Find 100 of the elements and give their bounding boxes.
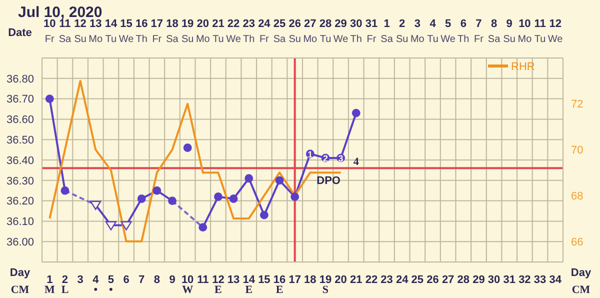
text: Day	[10, 267, 30, 279]
x2-tick-label: 25 Sa	[273, 18, 286, 45]
x-tick-label: 34	[549, 274, 562, 286]
x2-axis-title: Date	[8, 27, 32, 39]
x2-tick-label: 27 Mo	[303, 18, 318, 45]
point	[260, 210, 268, 220]
y-tick-label: 36.70	[6, 94, 34, 106]
y-tick-label: 36.00	[6, 236, 34, 249]
x-tick-label: 31	[503, 274, 516, 286]
point	[152, 186, 162, 195]
x2-tick-label: 28 Tu	[319, 18, 332, 45]
point	[352, 108, 360, 118]
point	[105, 221, 117, 230]
x-tick-label: 30	[488, 274, 500, 286]
y-tick-label: 36.30	[6, 175, 34, 188]
x-axis-title: Day	[570, 267, 592, 279]
x2-tick-label: 23 Th	[242, 18, 255, 45]
x-tick-label: 4	[92, 274, 100, 286]
x-tick-label: 29	[472, 274, 485, 286]
line-series	[48, 80, 342, 242]
x-tick-label: 16	[273, 274, 286, 286]
y-tick-label: 36.40	[6, 154, 34, 167]
x-tick-label: 6	[123, 274, 130, 286]
x-tick-label: 14	[242, 274, 256, 286]
point	[45, 94, 54, 103]
y-tick-label: 36.80	[6, 73, 34, 86]
x2-tick-label: 14 Tu	[104, 18, 118, 45]
x-tick-label: 21	[350, 274, 362, 286]
x2-tick-label: 20 Mo	[196, 18, 210, 45]
x-tick-label: 19	[319, 274, 332, 286]
x2-tick-label: 29 We	[333, 18, 349, 45]
x2-tick-label: 3 Mo	[410, 18, 425, 45]
x2-tick-label: 4 Tu	[427, 18, 438, 45]
x2-tick-label: 6 Th	[458, 18, 470, 45]
x2-tick-label: 30 Th	[350, 18, 362, 45]
x2-tick-label: 10 Fr	[44, 18, 56, 45]
x2-tick-label: 11 Sa	[58, 18, 72, 45]
x-tick-label: 9	[169, 274, 176, 286]
x2-tick-label: 1 Sa	[380, 18, 394, 45]
x-tick-label: 3	[77, 274, 84, 286]
annotation: 1	[308, 149, 313, 160]
x2-tick-label: 19 Su	[181, 18, 194, 45]
point	[168, 196, 176, 205]
annotation: DPO	[316, 175, 341, 187]
annotation: 4	[353, 156, 360, 168]
text: CM	[572, 284, 591, 296]
text: L	[61, 284, 69, 296]
x2-tick-label: 9 Su	[503, 18, 516, 45]
text: E	[245, 284, 253, 296]
x2-tick-label: 21 Tu	[212, 18, 224, 45]
y2-tick-label: 70	[571, 144, 584, 157]
point	[120, 221, 132, 230]
x2-tick-label: 5 We	[440, 18, 456, 45]
x-tick-label: 27	[442, 274, 454, 286]
x-tick-label: 11	[197, 274, 209, 286]
text: CM	[10, 284, 30, 296]
x-tick-label: 8	[154, 274, 160, 286]
x-tick-label: 28	[457, 274, 470, 286]
x-tick-label: 12	[212, 274, 224, 286]
x-tick-label: 2	[62, 274, 68, 286]
x-tick-label: 24	[396, 274, 410, 286]
x-tick-label: 13	[227, 274, 240, 286]
y2-tick-label: 72	[571, 98, 584, 111]
point	[214, 192, 222, 201]
x2-tick-label: 10 Mo	[518, 18, 532, 45]
x2-tick-label: 16 Th	[135, 18, 148, 45]
x2-tick-label: 12 Su	[74, 18, 86, 45]
text: M	[44, 284, 56, 296]
text: •	[94, 284, 98, 296]
text: E	[276, 284, 284, 296]
y-tick-label: 36.60	[6, 114, 34, 126]
point	[137, 194, 146, 203]
text: •	[109, 284, 114, 296]
y-tick-label: 36.50	[6, 134, 34, 147]
x-tick-label: 5	[108, 274, 114, 286]
x-tick-label: 17	[288, 274, 301, 286]
point	[60, 186, 70, 195]
x-tick-label: 18	[304, 274, 316, 286]
x2-tick-label: 11 Tu	[534, 18, 546, 45]
x2-tick-label: 22 We	[226, 18, 242, 45]
x2-tick-label: 15 We	[118, 18, 134, 45]
text: W	[182, 284, 194, 296]
point	[198, 223, 208, 232]
x2-tick-label: 18 Sa	[166, 18, 179, 45]
legend-label: RHR	[511, 61, 535, 73]
x2-tick-label: 7 Fr	[474, 18, 484, 45]
x-tick-label: 26	[426, 274, 439, 286]
x-tick-label: 32	[518, 274, 531, 286]
x-tick-label: 15	[258, 274, 270, 286]
point	[244, 174, 254, 183]
y2-tick-label: 68	[571, 190, 584, 202]
x-tick-label: 20	[334, 274, 347, 286]
y-tick-label: 36.20	[6, 196, 34, 208]
annotation: 3	[338, 153, 344, 164]
x-tick-label: 25	[411, 274, 424, 286]
point	[90, 200, 102, 210]
x2-tick-label: 17 Fr	[150, 18, 164, 45]
point	[275, 176, 284, 185]
x-tick-label: 33	[534, 274, 546, 286]
x-tick-label: 22	[365, 274, 378, 286]
